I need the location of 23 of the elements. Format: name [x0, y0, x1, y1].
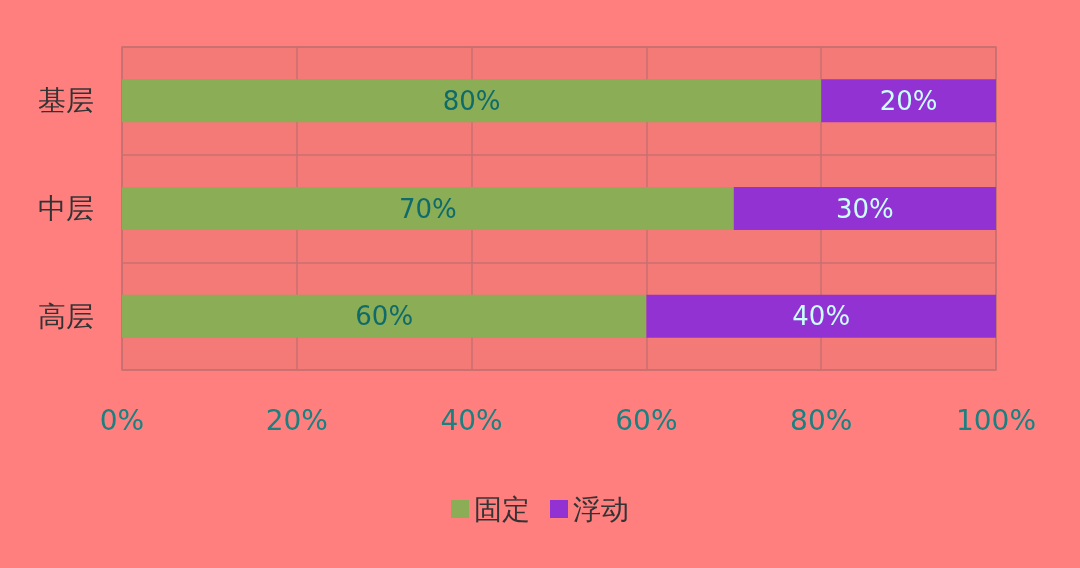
- x-tick-label: 80%: [790, 403, 853, 437]
- bar: [122, 294, 647, 338]
- x-tick-label: 40%: [440, 403, 503, 437]
- legend-label: 固定: [474, 492, 530, 526]
- data-label: 70%: [399, 193, 457, 224]
- y-tick-label: 中层: [38, 192, 94, 225]
- y-tick-label: 基层: [38, 84, 94, 118]
- x-tick-label: 0%: [99, 403, 145, 437]
- bar: [122, 186, 734, 231]
- x-tick-label: 20%: [265, 403, 328, 437]
- bar: [733, 186, 996, 231]
- legend-label: 浮动: [573, 492, 629, 526]
- bar: [821, 79, 996, 123]
- data-label: 60%: [355, 301, 414, 332]
- data-label: 80%: [442, 85, 501, 116]
- bar: [646, 294, 996, 338]
- x-tick-label: 100%: [955, 403, 1037, 437]
- data-label: 30%: [836, 193, 894, 224]
- x-tick-label: 60%: [615, 403, 678, 437]
- data-label: 40%: [792, 301, 851, 332]
- y-tick-label: 高层: [38, 299, 94, 333]
- data-label: 20%: [879, 85, 938, 116]
- bar: [122, 79, 822, 123]
